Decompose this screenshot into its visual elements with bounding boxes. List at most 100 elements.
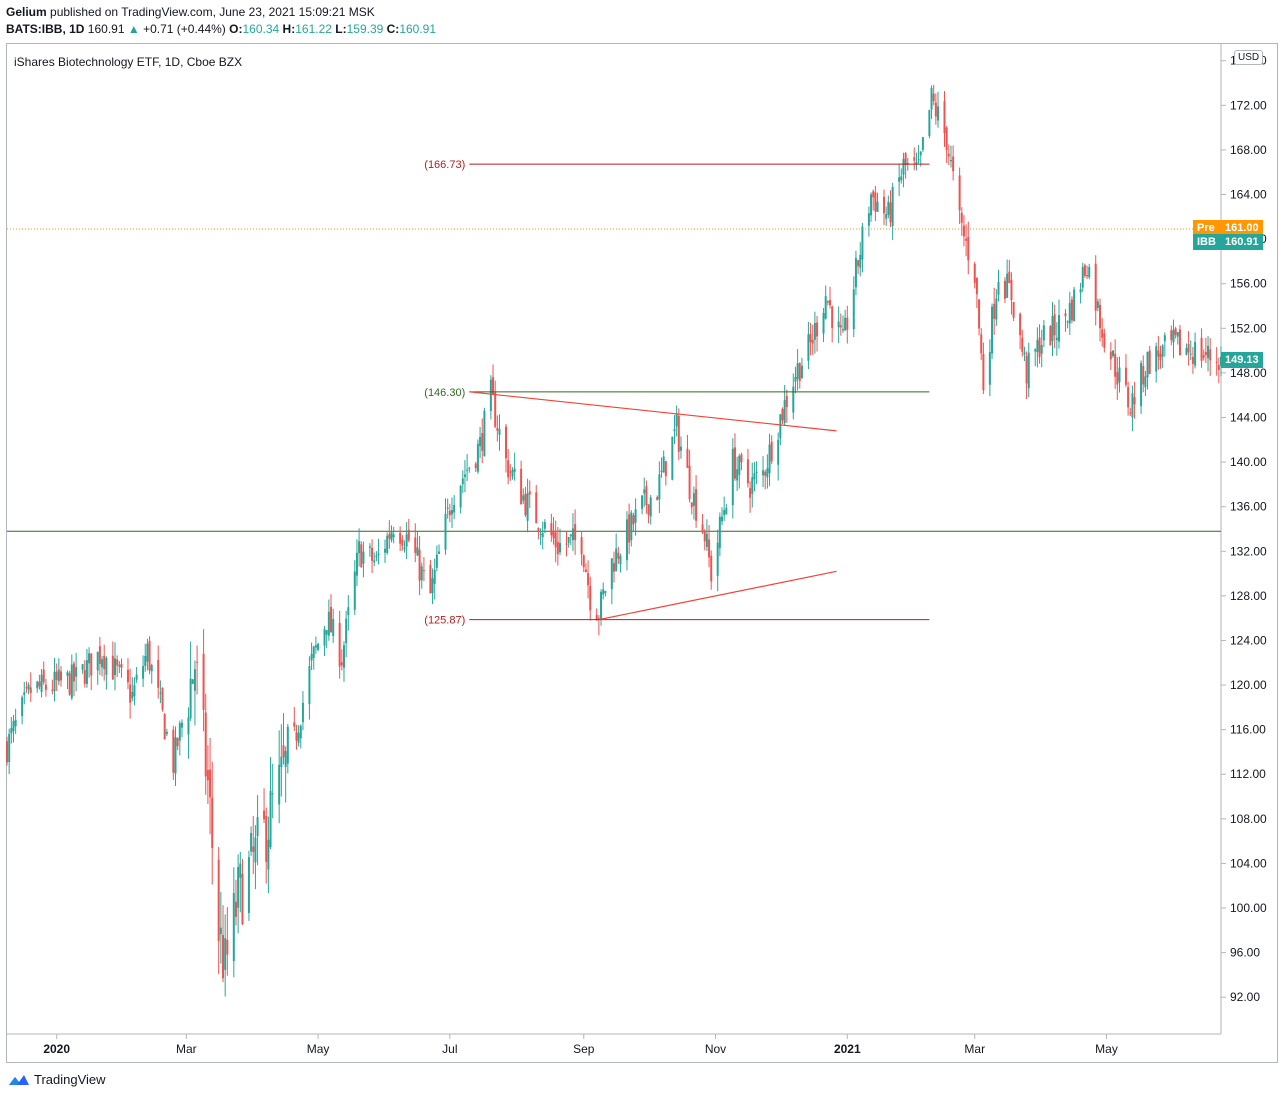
candle-up [476,443,479,472]
tradingview-logo-icon [9,1074,29,1085]
candle-up [777,439,780,465]
candle-up [358,541,361,554]
candle-up [796,363,799,379]
chart-frame[interactable] [6,43,1278,1063]
candle-up [453,504,456,513]
candle-down [234,901,237,917]
candle-up [602,589,605,595]
candle-down [770,441,773,462]
candle-down [740,454,743,463]
candle-down [733,447,736,479]
candle-up [165,731,168,735]
candle-up [900,176,903,181]
candle-down [962,225,965,237]
candle-down [1174,328,1177,336]
candle-down [1191,356,1194,364]
candle-down [1053,314,1056,336]
candle-up [725,507,728,515]
candle-up [355,552,358,576]
candle-down [1142,365,1145,385]
candle-down [509,471,512,473]
candle-up [131,691,134,699]
candle-down [960,212,963,223]
candle-up [619,556,622,565]
candle-up [1194,342,1197,366]
candle-up [468,467,471,469]
candle-down [613,563,615,572]
candle-up [466,469,469,471]
candle-up [459,485,462,508]
candle-down [943,101,946,134]
candle-up [14,719,17,727]
candle-down [25,687,28,689]
candle-up [327,611,330,636]
candle-down [703,530,706,542]
candle-down [1008,271,1011,284]
candle-down [42,669,45,683]
candle-up [420,566,423,581]
candle-up [8,733,11,763]
candle-down [528,491,531,495]
candle-down [645,486,648,506]
candle-up [446,507,449,509]
candle-up [841,329,844,331]
candle-up [997,282,1000,295]
candle-up [27,684,30,690]
footer-brand[interactable]: TradingView [8,1072,106,1087]
candle-up [1144,376,1147,388]
candle-down [211,797,214,848]
candle-up [1027,352,1030,389]
candle-up [85,660,88,684]
candle-down [29,687,32,693]
candle-down [38,681,41,687]
candle-down [647,504,650,516]
candle-up [543,522,546,529]
candle-down [746,459,749,484]
y-tick-label: 100.00 [1230,901,1267,915]
candle-down [582,555,585,568]
author-name[interactable]: Gelium [6,5,47,19]
price-tag: IBB 160.91 [1193,234,1263,251]
candle-down [1099,304,1102,329]
candle-up [783,400,786,424]
close-label: C: [386,22,400,36]
candle-down [1109,351,1112,360]
candle-down [111,655,114,680]
candle-down [945,127,948,151]
currency-badge[interactable]: USD [1234,50,1264,65]
candle-down [958,175,961,211]
candle-up [81,664,84,670]
candle-down [129,684,132,703]
candle-up [1034,349,1037,352]
candle-up [353,571,356,610]
candle-down [904,153,907,166]
y-tick-label: 136.00 [1230,500,1267,514]
candle-up [314,645,317,648]
candle-up [368,546,371,548]
candle-up [384,548,387,553]
y-tick-label: 148.00 [1230,366,1267,380]
candle-down [414,537,417,553]
candle-up [403,547,406,550]
x-tick-label: May [307,1042,330,1056]
candle-up [405,534,408,547]
candle-up [995,298,998,320]
candle-up [1073,289,1076,322]
candle-down [51,689,54,691]
candle-down [265,816,268,862]
candle-up [917,159,920,161]
candle-up [377,553,380,556]
candle-down [481,433,484,451]
candle-down [196,661,199,663]
candle-up [1140,362,1143,407]
x-tick-label: Mar [176,1042,197,1056]
candle-up [738,455,741,475]
candle-down [1038,337,1041,357]
candle-up [224,938,227,970]
candle-up [569,534,572,537]
high-label: H: [282,22,296,36]
candle-up [23,692,26,696]
candle-up [392,534,395,538]
candle-down [589,585,592,611]
